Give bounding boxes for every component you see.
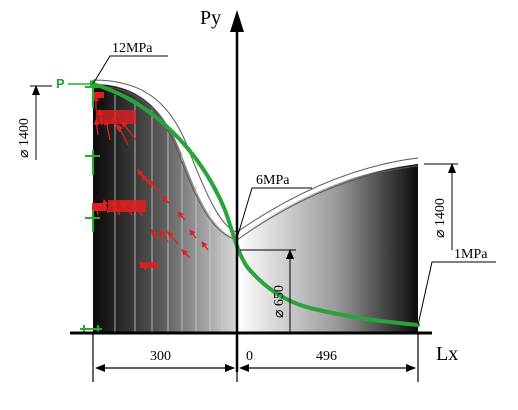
outlet-diameter-label: ⌀ 1400 <box>433 198 448 238</box>
inlet-pressure-label: 12MPa <box>112 41 153 56</box>
left-length-label: 300 <box>150 349 171 364</box>
origin-label: 0 <box>246 349 253 364</box>
outlet-diameter-dimension <box>424 163 458 250</box>
mesh-lines <box>114 95 231 333</box>
throat-diameter-dimension <box>240 249 296 332</box>
nozzle-contour <box>92 79 419 241</box>
outlet-pressure-label: 1MPa <box>454 247 488 262</box>
right-length-label: 496 <box>316 349 337 364</box>
y-axis-label: Py <box>200 7 221 29</box>
vertical-axis-arrowhead <box>230 10 244 32</box>
load-clusters <box>92 92 158 268</box>
inlet-diameter-dimension <box>30 85 52 160</box>
force-label: P <box>56 76 65 91</box>
throat-pressure-label: 6MPa <box>256 173 290 188</box>
converging-section <box>93 84 237 333</box>
inlet-diameter-label: ⌀ 1400 <box>17 118 32 158</box>
throat-diameter-label: ⌀ 650 <box>272 285 287 318</box>
x-axis-label: Lx <box>436 343 458 365</box>
pressure-curve <box>91 82 420 327</box>
supports <box>80 80 102 333</box>
diverging-section <box>237 164 418 333</box>
pressure-leaders <box>92 55 496 326</box>
length-dimensions <box>92 333 419 382</box>
